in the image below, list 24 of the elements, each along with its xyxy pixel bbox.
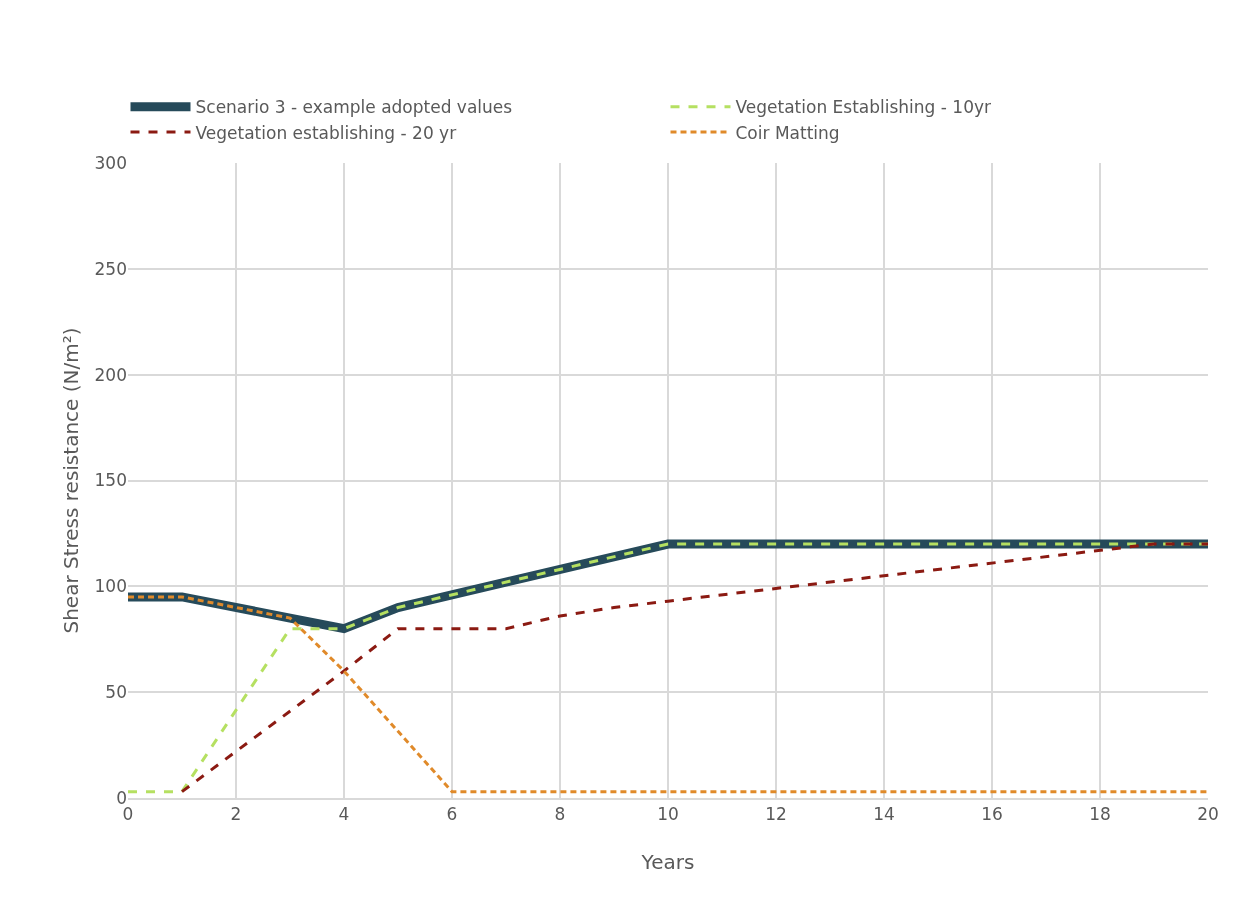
legend-label: Scenario 3 - example adopted values bbox=[195, 97, 513, 118]
x-tick-label: 14 bbox=[873, 804, 895, 825]
legend-label: Vegetation Establishing - 10yr bbox=[735, 97, 992, 118]
x-tick-label: 20 bbox=[1197, 804, 1219, 825]
y-tick-label: 250 bbox=[94, 258, 127, 279]
y-tick-label: 150 bbox=[94, 470, 127, 491]
y-tick-label: 50 bbox=[105, 682, 127, 703]
x-axis-title: Years bbox=[640, 850, 695, 874]
x-tick-label: 18 bbox=[1089, 804, 1111, 825]
y-tick-label: 0 bbox=[116, 787, 127, 808]
y-tick-label: 100 bbox=[94, 576, 127, 597]
x-tick-label: 8 bbox=[554, 804, 566, 825]
y-tick-label: 300 bbox=[94, 152, 127, 173]
legend-label: Vegetation establishing - 20 yr bbox=[195, 122, 457, 143]
x-tick-label: 10 bbox=[657, 804, 679, 825]
x-tick-label: 4 bbox=[338, 804, 350, 825]
y-tick-label: 200 bbox=[94, 364, 127, 385]
line-series bbox=[128, 595, 1208, 794]
x-tick-label: 2 bbox=[230, 804, 242, 825]
legend-label: Coir Matting bbox=[735, 122, 840, 143]
x-tick-label: 6 bbox=[446, 804, 458, 825]
y-axis-title: Shear Stress resistance (N/m²) bbox=[59, 327, 83, 634]
x-tick-label: 16 bbox=[981, 804, 1003, 825]
x-tick-label: 12 bbox=[765, 804, 787, 825]
